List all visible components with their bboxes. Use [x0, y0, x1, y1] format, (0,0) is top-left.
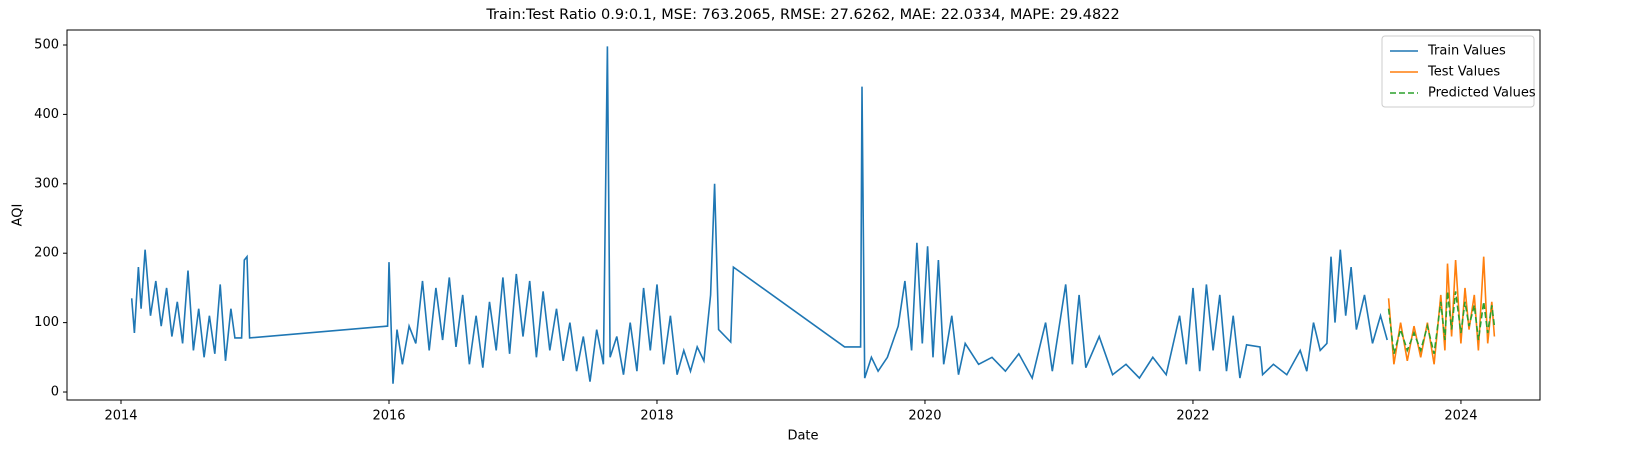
legend-label: Predicted Values	[1428, 86, 1536, 101]
y-tick-label: 200	[34, 246, 59, 261]
axes-frame	[66, 29, 1541, 401]
x-axis-label: Date	[787, 429, 818, 444]
x-tick-label: 2018	[640, 409, 673, 424]
x-tick-label: 2014	[104, 409, 137, 424]
legend-label: Test Values	[1427, 65, 1500, 80]
y-tick-label: 500	[34, 37, 59, 52]
legend-label: Train Values	[1427, 44, 1506, 59]
y-axis-label: AQI	[11, 204, 26, 227]
x-tick-label: 2020	[908, 409, 941, 424]
x-tick-label: 2022	[1176, 409, 1209, 424]
x-tick-label: 2024	[1444, 409, 1477, 424]
y-tick-label: 400	[34, 107, 59, 122]
chart-title: Train:Test Ratio 0.9:0.1, MSE: 763.2065,…	[485, 7, 1119, 23]
series-line	[130, 46, 1388, 384]
x-tick-label: 2016	[372, 409, 405, 424]
legend-box	[1381, 35, 1535, 108]
y-tick-label: 100	[34, 315, 59, 330]
y-tick-label: 0	[51, 385, 59, 400]
y-tick-label: 300	[34, 176, 59, 191]
series-line	[1387, 291, 1496, 355]
